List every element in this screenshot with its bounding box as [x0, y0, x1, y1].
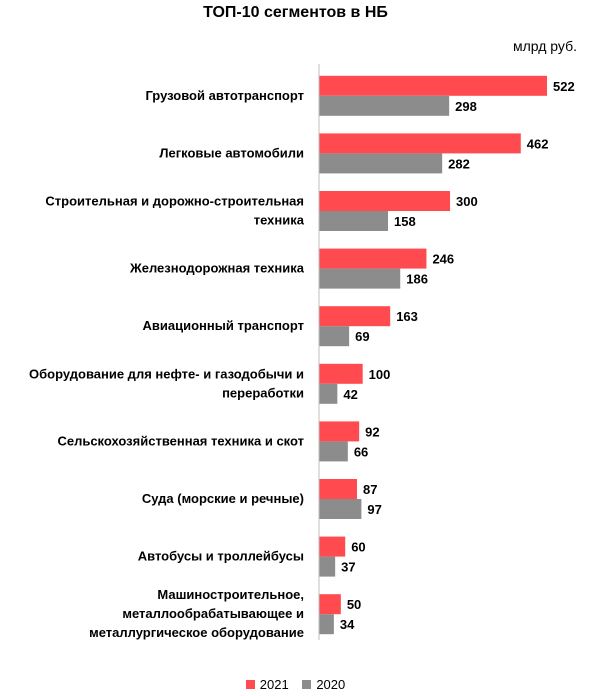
- legend-item-2021: 2021: [245, 677, 289, 692]
- bar-2020: [319, 441, 348, 462]
- data-label-2021: 163: [396, 309, 418, 324]
- bar-2020: [319, 556, 336, 577]
- category-label: Суда (морские и речные): [142, 491, 304, 506]
- category-label-line: металлургическое оборудование: [89, 625, 304, 640]
- data-label-2021: 50: [347, 597, 361, 612]
- category-label: Оборудование для нефте- и газодобычи и пе…: [29, 366, 304, 400]
- legend-label-2020: 2020: [316, 677, 346, 692]
- bar-chart: Грузовой автотранспорт 522 298 Легковые авт…: [29, 64, 575, 640]
- category-label-line: Авиационный транспорт: [143, 318, 304, 333]
- data-label-2020: 298: [455, 99, 477, 114]
- data-label-2020: 158: [394, 214, 416, 229]
- bar-2021: [319, 363, 363, 384]
- bar-2020: [319, 153, 443, 174]
- category-label: Железнодорожная техника: [129, 261, 305, 276]
- bar-2020: [319, 211, 389, 231]
- chart-title: ТОП-10 сегментов в НБ: [203, 4, 388, 21]
- bar-2021: [319, 536, 346, 557]
- data-label-2020: 69: [355, 329, 369, 344]
- category-label-line: Грузовой автотранспорт: [145, 88, 304, 103]
- legend-label-2021: 2021: [259, 677, 289, 692]
- bar-2021: [319, 191, 451, 211]
- category-label: Авиационный транспорт: [143, 318, 304, 333]
- category-label: Строительная и дорожно-строительная техни…: [45, 194, 304, 228]
- unit-label: млрд руб.: [512, 38, 577, 54]
- bar-2020: [319, 499, 362, 519]
- data-label-2021: 462: [527, 136, 549, 151]
- category-label: Сельскохозяйственная техника и скот: [57, 433, 304, 448]
- category-label-line: Легковые автомобили: [159, 145, 304, 160]
- bar-2021: [319, 133, 521, 154]
- bar-2021: [319, 594, 341, 615]
- legend-swatch-2021: [245, 680, 255, 689]
- category-label-line: Строительная и дорожно-строительная: [45, 194, 304, 209]
- category-label: Грузовой автотранспорт: [145, 88, 304, 103]
- bar-2020: [319, 95, 450, 116]
- category-label: Легковые автомобили: [159, 145, 304, 160]
- bar-2021: [319, 421, 360, 442]
- category-label-line: Автобусы и троллейбусы: [138, 549, 304, 564]
- data-label-2021: 522: [553, 79, 575, 94]
- category-label-line: Сельскохозяйственная техника и скот: [57, 433, 304, 448]
- data-label-2020: 97: [367, 502, 381, 517]
- bar-2021: [319, 75, 547, 96]
- category-label: Автобусы и троллейбусы: [138, 549, 304, 564]
- category-label: Машиностроительное, металлообрабатывающее…: [89, 587, 304, 640]
- bar-2021: [319, 248, 427, 269]
- legend-item-2020: 2020: [302, 677, 345, 692]
- category-label-line: Машиностроительное,: [157, 587, 304, 602]
- bar-2020: [319, 383, 338, 404]
- bar-2020: [319, 614, 334, 635]
- data-label-2021: 60: [351, 540, 365, 555]
- data-label-2021: 87: [363, 482, 377, 497]
- legend: 2021 2020: [0, 677, 591, 692]
- category-label-line: металлообрабатывающее и: [122, 606, 304, 621]
- bar-2021: [319, 479, 357, 499]
- category-label-line: техника: [254, 213, 305, 228]
- data-label-2020: 66: [354, 444, 368, 459]
- data-label-2020: 42: [343, 387, 357, 402]
- data-label-2020: 186: [406, 272, 428, 287]
- data-label-2021: 92: [365, 424, 379, 439]
- data-label-2020: 34: [340, 617, 355, 632]
- category-label-line: Железнодорожная техника: [129, 261, 305, 276]
- category-label-line: Суда (морские и речные): [142, 491, 304, 506]
- data-label-2021: 246: [432, 252, 454, 267]
- bar-2020: [319, 268, 401, 289]
- category-label-line: Оборудование для нефте- и газодобычи и: [29, 366, 304, 381]
- data-label-2021: 100: [369, 367, 391, 382]
- legend-swatch-2020: [302, 680, 312, 689]
- category-label-line: переработки: [222, 385, 304, 400]
- data-label-2020: 282: [448, 156, 470, 171]
- bar-2021: [319, 306, 391, 327]
- data-label-2020: 37: [341, 560, 355, 575]
- data-label-2021: 300: [456, 194, 478, 209]
- bar-2020: [319, 326, 350, 347]
